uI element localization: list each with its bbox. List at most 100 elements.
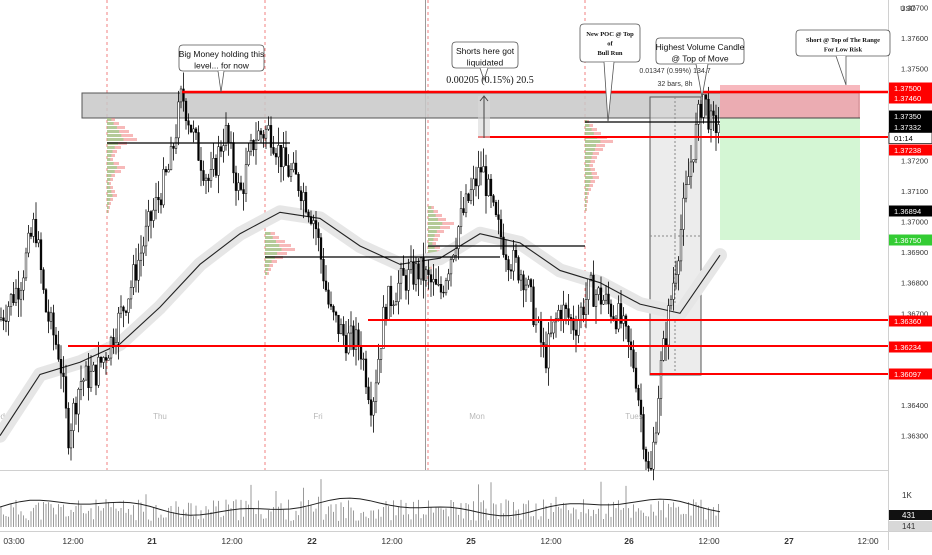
profile-bar [428,214,436,217]
candle-body [712,110,715,116]
candle [462,196,465,216]
candle-body [512,249,515,272]
price-tag-bg [889,205,932,217]
candle-body [354,329,358,350]
price-tag-text: 1.37332 [894,123,921,132]
candle-body [297,174,300,191]
profile-bar [428,218,438,221]
candle-body [129,287,133,300]
candle-body [127,298,130,313]
candle-body [544,344,548,369]
candle [222,128,225,163]
candle [337,314,340,343]
candle-body [22,277,25,291]
candle-body [389,285,393,306]
candle [304,185,308,214]
candle-body [14,287,18,303]
candle-body [679,229,683,262]
candle [354,317,358,366]
candle [544,331,548,374]
candle [477,150,480,200]
candle-body [2,317,5,322]
price-tag-text: 1.37350 [894,112,921,121]
candle-body [9,294,13,307]
time-tick-label: 12:00 [221,536,243,546]
candle [634,352,638,393]
candle [137,243,140,293]
candle-body [249,139,253,152]
candle-body [287,165,290,177]
candle-body [654,432,658,443]
candle-body [217,146,220,176]
candle [467,192,470,204]
candle-body [27,232,30,254]
profile-bar [107,178,111,181]
candle-body [17,287,20,300]
candle [659,351,663,416]
candle-body [167,169,170,173]
profile-bar [107,158,111,161]
candle-body [169,145,173,170]
candle [279,145,283,183]
candle [497,199,500,235]
candle-body [582,306,585,315]
price-tag-text: 1.37238 [894,146,921,155]
profile-bar [107,174,112,177]
candle-body [64,376,68,409]
candle [34,202,38,248]
candle-body [239,182,243,190]
candle [29,227,33,240]
candle [604,285,608,305]
annotation-highest_volume: Highest Volume Candle @ Top of Move [655,37,745,98]
candle-body [49,312,53,322]
callout-box [655,37,745,65]
candle-body [292,162,295,171]
price-tick-label: 1.37000 [901,217,928,226]
callout-pointer [695,63,709,98]
candle [369,381,373,427]
candle-body [439,284,443,293]
candle-body [377,359,380,384]
candle-body [547,333,550,369]
candle-body [527,279,530,286]
candle [252,139,255,157]
day-watermark: Wed [0,412,5,421]
candle [624,313,628,340]
candle [282,132,285,181]
candle [647,451,650,472]
profile-bar [107,118,112,121]
candle [644,446,648,471]
profile-bar [585,152,593,155]
candle [52,304,55,351]
profile-bar [428,234,435,237]
candle [14,279,18,306]
candle [684,170,688,203]
candle-body [677,260,680,275]
candle [434,268,438,286]
candle [704,94,708,116]
candle [484,154,488,214]
profile-bar [107,198,111,201]
candle-body [192,128,195,133]
candle [249,133,253,156]
candle [614,314,618,334]
candle [9,292,13,316]
candle [262,130,265,148]
candle-body [199,160,203,171]
candle [542,327,545,358]
volume-tag-label: 431 [902,511,916,520]
candle-body [552,321,555,334]
candle-body [387,285,390,321]
candle-body [304,192,308,213]
profile-bar [585,200,587,203]
candle-body [29,232,33,237]
measure-small-label: 0.00205 (0.15%) 20.5 [446,75,534,86]
candle [499,209,503,250]
candle [64,364,68,419]
profile-bar [585,176,593,179]
profile-bar [107,150,113,153]
candle-body [477,167,480,187]
candle-body [412,261,415,285]
